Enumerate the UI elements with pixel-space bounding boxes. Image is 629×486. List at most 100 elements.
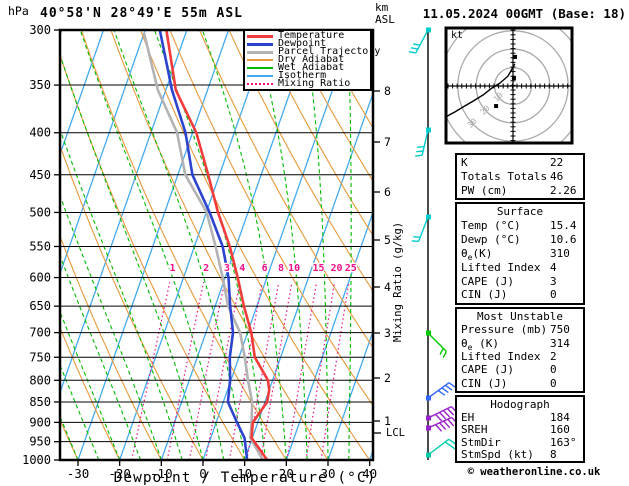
indices-row: CIN (J) 0 (457, 288, 583, 301)
mixing-ratio-axis-title: Mixing Ratio (g/kg) (392, 221, 404, 342)
indices-row-label: CIN (J) (461, 288, 508, 302)
pressure-tick-label: 900 (29, 415, 51, 429)
wind-barb-feather (417, 146, 425, 149)
legend-swatch-thick (247, 42, 273, 46)
isotherm-line (60, 30, 105, 157)
indices-row-label: SREH (461, 423, 488, 437)
pressure-tick-label: 600 (29, 271, 51, 285)
indices-row-label: CIN (J) (461, 376, 508, 390)
indices-row-value: 160 (550, 423, 570, 437)
mixing-ratio-value-label: 4 (239, 263, 245, 274)
wind-barb-feather (442, 409, 451, 418)
pressure-tick-label: 550 (29, 239, 51, 253)
temp-tick-label: -30 (67, 466, 90, 481)
legend-label: Temperature (278, 30, 345, 41)
indices-row: StmSpd (kt) 8 (457, 447, 583, 461)
isotherm-line (77, 30, 230, 460)
indices-row-label: Dewp (°C) (461, 233, 521, 247)
km-tick-label: 7 (384, 135, 391, 149)
hodograph-border (444, 26, 574, 145)
indices-row-value: 8 (550, 447, 557, 461)
indices-row-label: CAPE (J) (461, 363, 514, 377)
dry-adiabat-line (60, 326, 121, 460)
wind-barb-feather (438, 411, 447, 420)
indices-row-label: EH (461, 411, 475, 424)
legend-item: Mixing Ratio (247, 79, 368, 89)
wind-barb-feather (435, 424, 443, 432)
mixing-ratio-value-label: 10 (288, 263, 300, 274)
pressure-tick-label: 750 (29, 350, 51, 364)
pressure-tick-label: 350 (29, 78, 51, 92)
indices-row-label: K (461, 156, 468, 170)
legend-swatch-thin (247, 59, 273, 61)
wind-barb-feather (416, 150, 424, 153)
indices-row-value: 163° (550, 435, 577, 449)
indices-box-title: Surface (496, 205, 544, 219)
dewpoint-curve (158, 30, 249, 460)
legend-swatch-thick (247, 50, 273, 54)
indices-row-value: 314 (550, 336, 570, 350)
indices-row: CAPE (J) 0 (457, 363, 583, 376)
wet-adiabat-line (347, 30, 352, 460)
wind-barb (426, 330, 448, 358)
wind-barb-base-dot (426, 127, 431, 133)
km-tick-label: 3 (384, 326, 391, 340)
indices-box-surface: Surface Temp (°C) 15.4 Dewp (°C) 10.6 θe(K) 31… (455, 202, 585, 305)
pressure-tick-label: 500 (29, 205, 51, 219)
legend-label: Parcel Trajectory (278, 46, 381, 57)
legend-item: Wet Adiabat (247, 63, 368, 73)
indices-row: StmDir 163° (457, 435, 583, 449)
wind-barb-feather (444, 441, 456, 450)
wind-barb-feather (445, 384, 453, 391)
wind-barb-feather (408, 51, 416, 54)
mixing-ratio-value-label: 25 (345, 263, 357, 274)
legend-swatch-thin (247, 75, 273, 77)
indices-row-label: Temp (°C) (461, 219, 521, 233)
km-tick-label: 8 (384, 84, 391, 98)
indices-row-value: 15.4 (550, 219, 577, 233)
indices-row-value: 3 (550, 274, 557, 288)
temp-tick-label: 10 (237, 466, 252, 481)
indices-row-value: 2 (550, 350, 557, 364)
km-tick-label: 2 (384, 371, 391, 385)
wind-barb (411, 214, 431, 242)
wind-barb (426, 438, 459, 458)
indices-box: K 22 Totals Totals 46 PW (cm) 2.26 (455, 153, 585, 200)
pressure-tick-label: 700 (29, 326, 51, 340)
indices-row-value: 0 (550, 376, 557, 390)
pressure-tick-label: 950 (29, 435, 51, 449)
wet-adiabat-line (153, 30, 267, 460)
indices-row: Pressure (mb) 750 (457, 323, 583, 336)
indices-row: Totals Totals 46 (457, 170, 583, 183)
temperature-curve (165, 30, 271, 460)
wind-barb (426, 416, 459, 432)
mixing-ratio-line (320, 282, 350, 460)
indices-row-value: 4 (550, 260, 557, 274)
wet-adiabat-line (254, 30, 308, 460)
wind-barb-feather (443, 420, 451, 429)
temp-tick-label: -20 (108, 466, 131, 481)
wind-barb-feather (410, 47, 418, 50)
wind-barb-feather (447, 418, 455, 427)
wet-adiabat-line (201, 30, 287, 460)
wind-barb (415, 127, 431, 157)
pressure-tick-label: 800 (29, 373, 51, 387)
indices-row-label: θe (K) (461, 336, 499, 352)
wind-barb-feather (439, 347, 444, 355)
indices-row-label: Pressure (mb) (461, 323, 548, 337)
pressure-tick-label: 650 (29, 299, 51, 313)
wind-barb-base-dot (426, 214, 431, 220)
km-tick-label: 6 (384, 185, 391, 199)
pressure-tick-label: 450 (29, 168, 51, 182)
hodograph-unit-label: kt (451, 30, 464, 41)
indices-row-value: 310 (550, 246, 570, 260)
km-tick-label: 1 (384, 414, 391, 428)
isotherm-line (285, 210, 373, 460)
wind-barb (426, 382, 456, 401)
indices-row-value: 10.6 (550, 233, 577, 247)
indices-box-title: Hodograph (490, 398, 550, 411)
wet-adiabat-line (60, 127, 183, 460)
